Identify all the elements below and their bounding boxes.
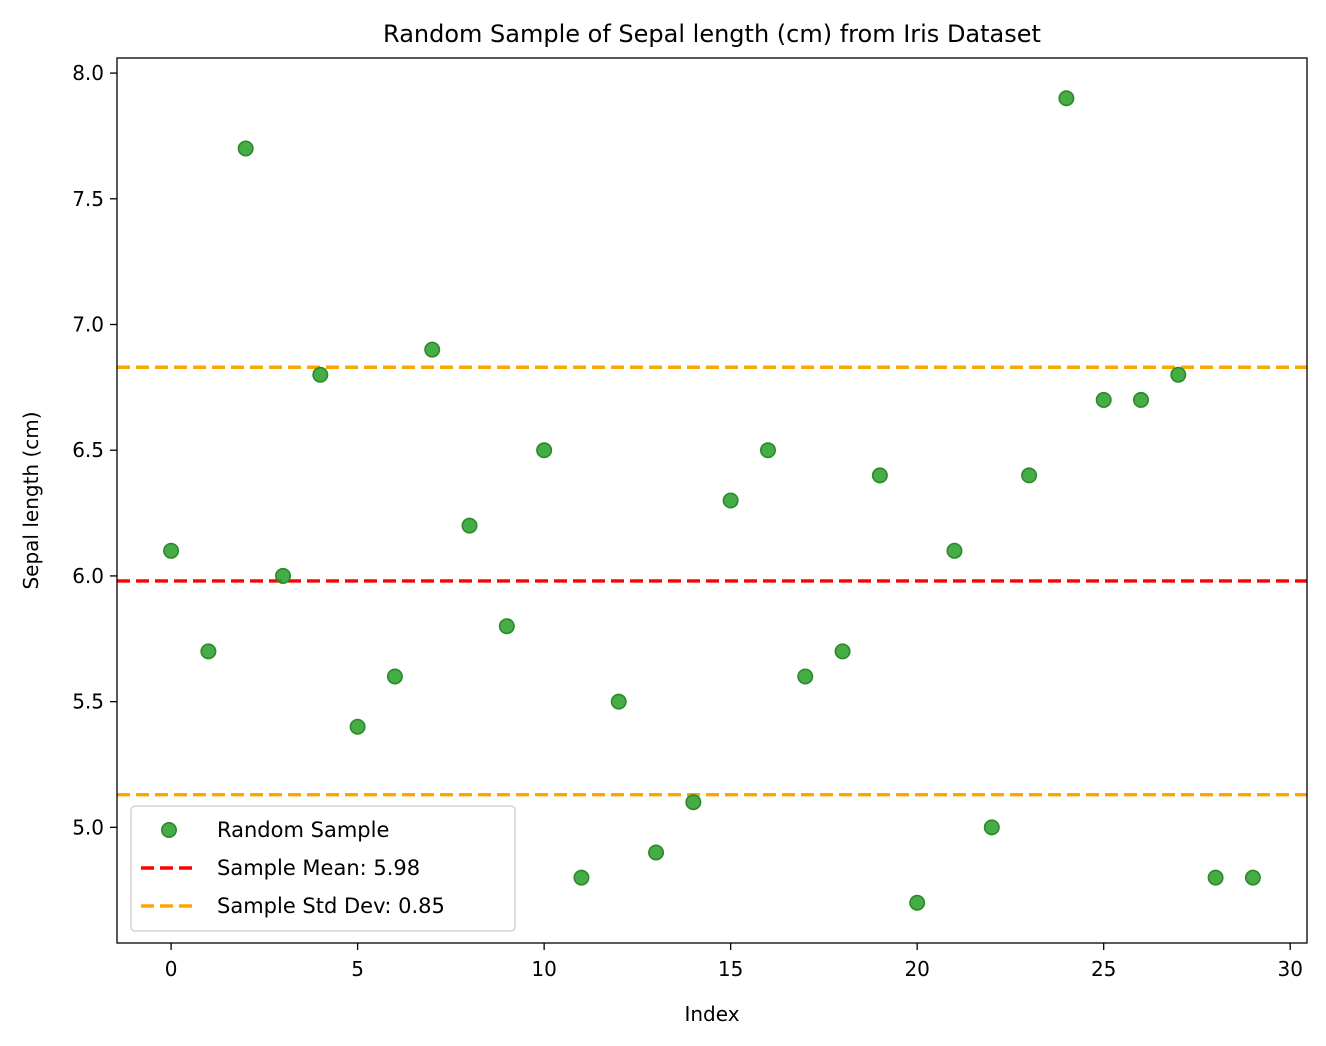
y-tick-label: 7.5: [72, 187, 104, 211]
data-point: [1095, 391, 1112, 408]
data-point: [573, 869, 590, 886]
data-point: [1058, 90, 1075, 107]
chart-title: Random Sample of Sepal length (cm) from …: [383, 20, 1041, 48]
data-point: [871, 467, 888, 484]
data-point: [163, 542, 180, 559]
data-point: [1207, 869, 1224, 886]
data-point: [200, 643, 217, 660]
y-tick-label: 6.5: [72, 438, 104, 462]
data-point: [1021, 467, 1038, 484]
data-point: [461, 517, 478, 534]
x-axis-title: Index: [684, 1002, 739, 1026]
data-point: [1170, 366, 1187, 383]
legend: Random Sample Sample Mean: 5.98 Sample S…: [130, 805, 516, 932]
plot-area: [117, 90, 1307, 911]
y-tick-label: 6.0: [72, 564, 104, 588]
x-tick-label: 5: [351, 957, 364, 981]
legend-box: [130, 805, 516, 932]
y-tick-label: 5.0: [72, 815, 104, 839]
x-tick-label: 10: [531, 957, 556, 981]
x-tick-label: 25: [1091, 957, 1116, 981]
x-tick-label: 0: [165, 957, 178, 981]
data-point: [983, 819, 1000, 836]
y-tick-label: 7.0: [72, 313, 104, 337]
x-tick-label: 20: [904, 957, 929, 981]
data-point: [1244, 869, 1261, 886]
legend-label-std-dev: Sample Std Dev: 0.85: [217, 894, 445, 918]
data-point: [685, 794, 702, 811]
y-axis-title: Sepal length (cm): [19, 411, 43, 589]
data-point: [536, 442, 553, 459]
data-point: [275, 567, 292, 584]
plot-frame: [116, 57, 1308, 944]
y-tick-label: 5.5: [72, 690, 104, 714]
data-point: [610, 693, 627, 710]
data-point: [909, 894, 926, 911]
data-point: [797, 668, 814, 685]
data-point: [1132, 391, 1149, 408]
legend-marker-random-sample: [161, 821, 178, 838]
data-point: [386, 668, 403, 685]
data-point: [759, 442, 776, 459]
y-tick-label: 8.0: [72, 61, 104, 85]
legend-label-mean: Sample Mean: 5.98: [217, 856, 420, 880]
data-point: [349, 718, 366, 735]
plot-content: [117, 90, 1307, 911]
data-point: [946, 542, 963, 559]
data-point: [237, 140, 254, 157]
legend-label-random-sample: Random Sample: [217, 818, 389, 842]
data-point: [722, 492, 739, 509]
x-tick-label: 30: [1277, 957, 1302, 981]
axes: 0 5 10 15 20 25 30 5.0 5.5 6.0 6.5 7.0 7.5 8.0: [72, 57, 1308, 981]
data-point: [424, 341, 441, 358]
data-point: [834, 643, 851, 660]
x-tick-label: 15: [718, 957, 743, 981]
data-point: [312, 366, 329, 383]
data-point: [648, 844, 665, 861]
data-point: [498, 618, 515, 635]
